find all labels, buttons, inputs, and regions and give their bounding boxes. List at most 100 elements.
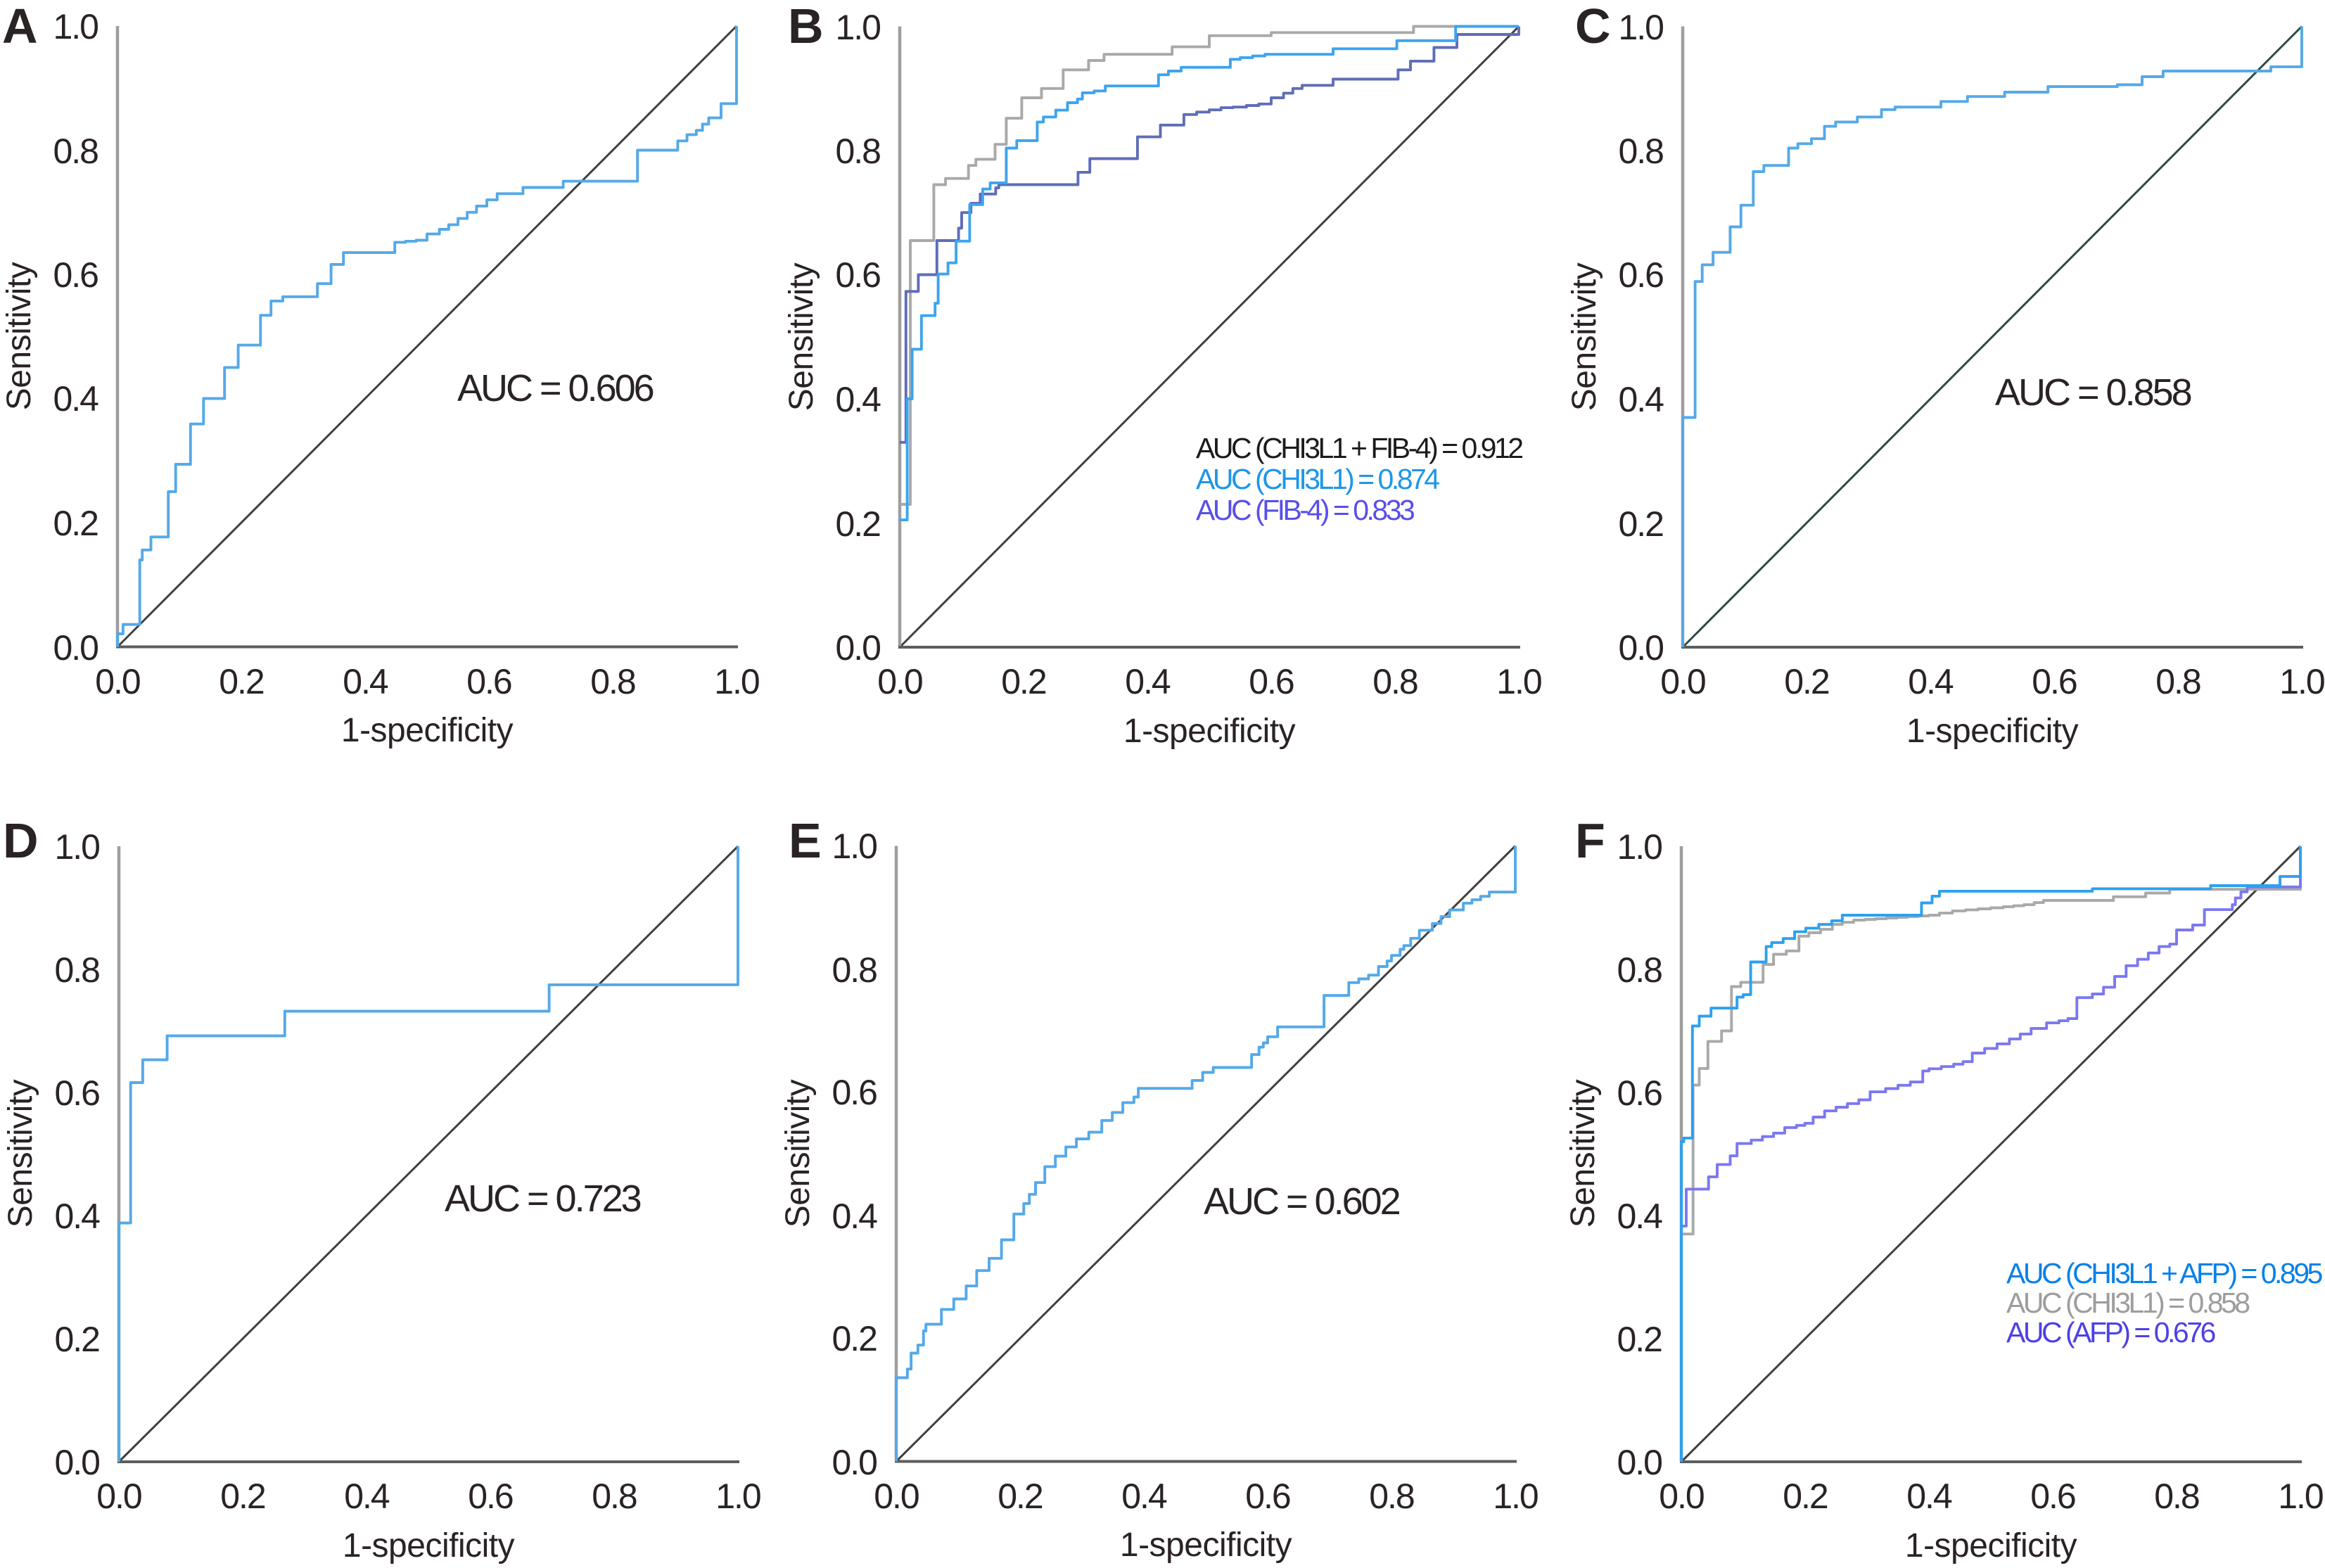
svg-text:1-specificity: 1-specificity xyxy=(1905,1527,2077,1564)
svg-text:0.4: 0.4 xyxy=(1121,1477,1167,1516)
svg-text:0.6: 0.6 xyxy=(832,1073,877,1112)
svg-text:0.2: 0.2 xyxy=(1617,1320,1662,1359)
svg-text:0.6: 0.6 xyxy=(1618,255,1663,295)
svg-text:Sensitivity: Sensitivity xyxy=(1565,1079,1602,1228)
svg-text:0.2: 0.2 xyxy=(219,662,264,701)
svg-text:1.0: 1.0 xyxy=(1618,8,1663,47)
svg-text:1.0: 1.0 xyxy=(2278,1477,2323,1516)
svg-text:1.0: 1.0 xyxy=(715,1477,760,1516)
svg-text:1.0: 1.0 xyxy=(54,827,99,867)
svg-text:0.4: 0.4 xyxy=(832,1197,877,1236)
svg-text:0.2: 0.2 xyxy=(220,1477,265,1516)
svg-text:AUC = 0.602: AUC = 0.602 xyxy=(1204,1180,1400,1223)
svg-text:1-specificity: 1-specificity xyxy=(343,1527,515,1564)
svg-text:AUC (CHI3L1) = 0.858: AUC (CHI3L1) = 0.858 xyxy=(2006,1287,2250,1319)
svg-text:0.6: 0.6 xyxy=(835,255,880,295)
svg-text:1.0: 1.0 xyxy=(835,8,880,47)
svg-text:0.2: 0.2 xyxy=(53,504,98,543)
svg-text:0.2: 0.2 xyxy=(832,1319,877,1358)
svg-text:0.2: 0.2 xyxy=(1001,662,1046,701)
svg-text:0.8: 0.8 xyxy=(592,1477,637,1516)
svg-text:0.2: 0.2 xyxy=(1618,504,1663,544)
svg-text:0.0: 0.0 xyxy=(874,1477,919,1516)
svg-text:0.4: 0.4 xyxy=(343,662,388,701)
svg-text:0.8: 0.8 xyxy=(54,950,99,990)
svg-text:0.4: 0.4 xyxy=(1906,1477,1952,1516)
svg-text:0.8: 0.8 xyxy=(1618,132,1663,171)
svg-text:0.6: 0.6 xyxy=(468,1477,513,1516)
svg-text:0.6: 0.6 xyxy=(2030,1477,2075,1516)
svg-text:0.6: 0.6 xyxy=(1245,1477,1290,1516)
svg-text:C: C xyxy=(1575,0,1611,53)
svg-text:AUC = 0.723: AUC = 0.723 xyxy=(445,1178,641,1220)
svg-text:0.4: 0.4 xyxy=(54,1197,100,1236)
svg-text:AUC (AFP) = 0.676: AUC (AFP) = 0.676 xyxy=(2006,1316,2215,1349)
svg-text:AUC (CHI3L1) = 0.874: AUC (CHI3L1) = 0.874 xyxy=(1196,463,1439,495)
svg-text:0.6: 0.6 xyxy=(466,662,511,701)
svg-text:0.2: 0.2 xyxy=(54,1320,99,1359)
svg-text:0.4: 0.4 xyxy=(1618,380,1664,419)
svg-text:0.0: 0.0 xyxy=(1618,628,1663,668)
svg-text:0.4: 0.4 xyxy=(53,379,98,419)
svg-text:0.8: 0.8 xyxy=(832,950,877,990)
svg-text:Sensitivity: Sensitivity xyxy=(1566,262,1603,411)
svg-text:0.8: 0.8 xyxy=(1617,950,1662,990)
svg-text:0.6: 0.6 xyxy=(1249,662,1294,701)
svg-text:A: A xyxy=(2,0,38,53)
svg-text:0.8: 0.8 xyxy=(590,662,635,701)
svg-text:1.0: 1.0 xyxy=(53,7,98,46)
svg-text:0.0: 0.0 xyxy=(832,1443,877,1482)
svg-text:0.8: 0.8 xyxy=(1372,662,1418,701)
svg-text:0.6: 0.6 xyxy=(54,1073,99,1113)
svg-text:1-specificity: 1-specificity xyxy=(1120,1526,1292,1564)
svg-text:D: D xyxy=(3,813,39,868)
svg-text:Sensitivity: Sensitivity xyxy=(2,1079,39,1228)
svg-text:0.0: 0.0 xyxy=(835,628,880,668)
svg-text:1-specificity: 1-specificity xyxy=(1123,713,1296,750)
svg-text:0.0: 0.0 xyxy=(1660,662,1705,701)
svg-text:0.8: 0.8 xyxy=(835,132,880,171)
svg-text:0.2: 0.2 xyxy=(835,504,880,544)
svg-text:0.8: 0.8 xyxy=(1369,1477,1414,1516)
svg-text:1.0: 1.0 xyxy=(1493,1477,1538,1516)
svg-text:0.0: 0.0 xyxy=(96,1477,141,1516)
svg-text:0.0: 0.0 xyxy=(877,662,922,701)
svg-text:0.4: 0.4 xyxy=(1617,1197,1662,1236)
svg-text:0.6: 0.6 xyxy=(53,255,98,295)
svg-text:Sensitivity: Sensitivity xyxy=(1,262,38,410)
svg-text:E: E xyxy=(789,813,822,868)
svg-text:1.0: 1.0 xyxy=(1496,662,1541,701)
svg-text:1.0: 1.0 xyxy=(832,827,877,866)
svg-text:0.2: 0.2 xyxy=(1783,1477,1828,1516)
svg-text:0.0: 0.0 xyxy=(54,1443,99,1482)
svg-text:0.6: 0.6 xyxy=(2032,662,2077,701)
svg-text:AUC (CHI3L1 + FIB-4) = 0.912: AUC (CHI3L1 + FIB-4) = 0.912 xyxy=(1196,432,1522,464)
svg-text:0.4: 0.4 xyxy=(1125,662,1171,701)
svg-text:AUC (CHI3L1 + AFP) = 0.895: AUC (CHI3L1 + AFP) = 0.895 xyxy=(2006,1257,2323,1289)
svg-text:0.4: 0.4 xyxy=(344,1477,390,1516)
svg-text:Sensitivity: Sensitivity xyxy=(779,1079,817,1228)
svg-text:0.0: 0.0 xyxy=(95,662,140,701)
svg-text:0.2: 0.2 xyxy=(1784,662,1829,701)
svg-text:1-specificity: 1-specificity xyxy=(341,712,514,749)
svg-text:Sensitivity: Sensitivity xyxy=(783,262,820,411)
svg-text:AUC = 0.858: AUC = 0.858 xyxy=(1995,371,2191,414)
svg-text:1.0: 1.0 xyxy=(714,662,759,701)
svg-text:0.0: 0.0 xyxy=(1659,1477,1704,1516)
svg-text:0.8: 0.8 xyxy=(53,132,98,171)
svg-text:0.6: 0.6 xyxy=(1617,1073,1662,1113)
svg-text:0.4: 0.4 xyxy=(835,380,881,419)
svg-text:0.2: 0.2 xyxy=(998,1477,1043,1516)
svg-text:0.4: 0.4 xyxy=(1908,662,1954,701)
svg-text:F: F xyxy=(1575,813,1605,868)
svg-text:1.0: 1.0 xyxy=(1617,827,1662,867)
svg-text:0.8: 0.8 xyxy=(2155,662,2200,701)
svg-text:1-specificity: 1-specificity xyxy=(1906,713,2079,750)
svg-text:AUC = 0.606: AUC = 0.606 xyxy=(457,367,654,409)
svg-text:AUC (FIB-4) = 0.833: AUC (FIB-4) = 0.833 xyxy=(1196,494,1414,526)
svg-text:0.0: 0.0 xyxy=(53,628,98,668)
svg-text:1.0: 1.0 xyxy=(2279,662,2324,701)
svg-text:B: B xyxy=(788,0,824,53)
svg-text:0.8: 0.8 xyxy=(2154,1477,2199,1516)
svg-text:0.0: 0.0 xyxy=(1617,1443,1662,1482)
